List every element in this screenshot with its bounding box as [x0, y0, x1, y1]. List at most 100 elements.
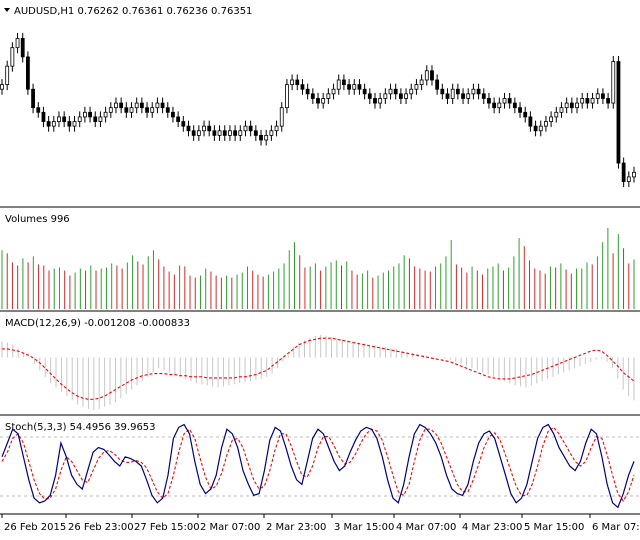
price-candle-body	[145, 107, 149, 113]
price-candle-body	[305, 88, 310, 95]
price-candle-body	[62, 116, 67, 122]
price-candle-body	[20, 38, 25, 58]
price-candle-body	[274, 125, 279, 132]
price-panel-label: AUDUSD,H1 0.76262 0.76361 0.76236 0.7635…	[14, 6, 252, 17]
price-candle-body	[393, 88, 398, 95]
price-candle-body	[502, 98, 507, 104]
price-candle-body	[82, 111, 87, 118]
price-candle-body	[114, 102, 118, 109]
price-candle-body	[564, 102, 569, 109]
price-candle-body	[181, 121, 186, 127]
price-candle-body	[383, 93, 388, 99]
price-candle-body	[259, 134, 263, 141]
price-candle-body	[0, 84, 4, 90]
price-candle-body	[616, 61, 621, 164]
price-candle-body	[590, 98, 595, 104]
price-series	[0, 32, 636, 188]
price-candle-body	[72, 121, 77, 127]
price-candle-body	[228, 130, 232, 136]
price-candle-body	[77, 116, 82, 122]
price-candle-body	[134, 102, 139, 109]
collapse-triangle-icon[interactable]	[4, 8, 10, 12]
price-candle-body	[295, 79, 300, 86]
price-candle-body	[492, 102, 497, 109]
price-candle-body	[435, 79, 440, 90]
price-candle-body	[51, 121, 56, 127]
price-candle-body	[119, 102, 124, 109]
x-axis-tick-label: 4 Mar 07:00	[396, 522, 456, 533]
price-candle-body	[310, 93, 315, 99]
price-candle-body	[373, 98, 377, 104]
price-candle-body	[67, 121, 72, 127]
price-candle-body	[601, 93, 605, 99]
price-candle-body	[31, 88, 35, 109]
price-candle-body	[357, 84, 362, 90]
price-candle-body	[538, 125, 543, 132]
price-candle-body	[611, 61, 616, 104]
price-candle-body	[93, 116, 98, 122]
price-candle-body	[269, 130, 274, 136]
price-candle-body	[202, 125, 206, 132]
price-candle-body	[300, 84, 305, 90]
price-candle-body	[580, 98, 585, 104]
price-candle-body	[507, 98, 512, 104]
price-candle-body	[217, 130, 222, 136]
price-candle-body	[207, 125, 212, 132]
stoch-series	[1, 423, 635, 509]
price-candle-body	[326, 93, 331, 99]
price-candle-body	[238, 130, 243, 136]
price-candle-body	[404, 93, 408, 99]
price-candle-body	[233, 130, 238, 136]
price-candle-body	[342, 79, 346, 86]
price-candle-body	[585, 98, 590, 104]
price-candle-body	[549, 116, 554, 122]
price-candle-body	[155, 102, 160, 109]
price-candle-body	[5, 65, 10, 86]
volume-panel-label: Volumes 996	[5, 214, 70, 225]
price-candle-body	[352, 84, 357, 90]
price-candle-body	[424, 70, 429, 81]
price-candle-body	[124, 107, 129, 113]
x-axis-tick-label: 27 Feb 15:00	[134, 522, 200, 533]
price-candle-body	[290, 79, 294, 86]
price-candle-body	[481, 93, 486, 99]
price-candle-body	[108, 107, 113, 113]
price-candle-body	[440, 88, 445, 95]
price-candle-body	[46, 121, 51, 127]
price-candle-body	[367, 93, 372, 99]
price-candle-body	[129, 107, 134, 113]
price-candle-body	[15, 38, 20, 49]
price-candle-body	[279, 107, 284, 127]
price-candle-body	[243, 125, 248, 132]
price-candle-body	[461, 93, 465, 99]
price-candle-body	[26, 56, 30, 90]
x-axis-tick-label: 4 Mar 23:00	[462, 522, 522, 533]
price-candle-body	[150, 107, 155, 113]
price-candle-body	[632, 171, 636, 178]
price-candle-body	[544, 121, 548, 127]
price-candle-body	[559, 107, 564, 113]
price-candle-body	[388, 88, 393, 95]
x-axis-tick-label: 26 Feb 23:00	[68, 522, 134, 533]
price-candle-body	[621, 162, 626, 182]
x-axis: 26 Feb 2015 26 Feb 23:00 27 Feb 15:00 2 Mar…	[1, 514, 640, 533]
price-candle-body	[176, 116, 181, 122]
price-candle-body	[497, 102, 502, 109]
price-candle-body	[569, 102, 574, 109]
price-candle-body	[450, 88, 455, 99]
price-candle-body	[554, 111, 559, 118]
macd-panel-label: MACD(12,26,9) -0.001208 -0.000833	[5, 318, 190, 329]
x-axis-tick-label: 3 Mar 15:00	[334, 522, 394, 533]
price-candle-body	[528, 116, 533, 127]
price-candle-body	[466, 93, 471, 99]
price-candle-body	[186, 125, 191, 132]
price-candle-body	[103, 111, 108, 118]
price-candle-body	[487, 98, 491, 104]
price-candle-body	[414, 84, 419, 90]
price-candle-body	[10, 47, 15, 67]
stoch-main-line	[1, 423, 635, 509]
price-candle-body	[139, 102, 144, 109]
x-axis-tick-label: 2 Mar 23:00	[266, 522, 326, 533]
